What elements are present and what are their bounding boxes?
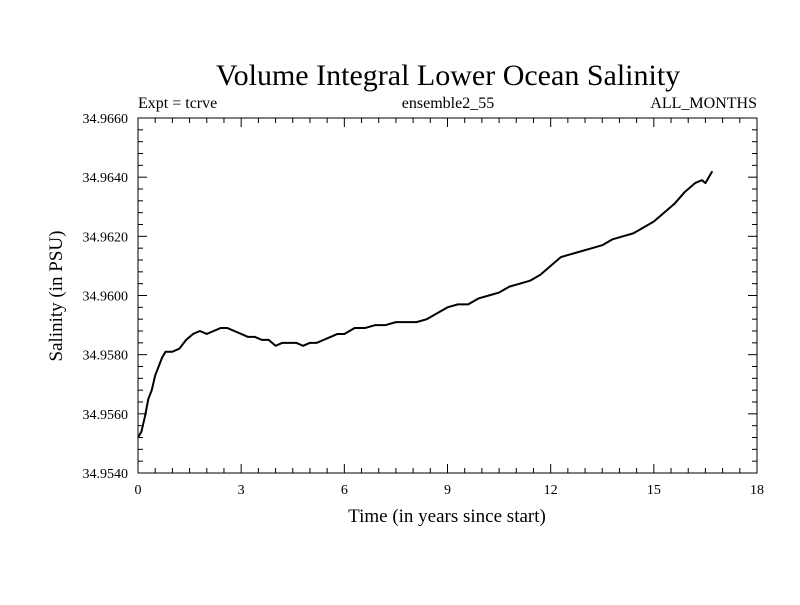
x-tick-label: 3 [238, 483, 245, 498]
y-axis-label: Salinity (in PSU) [46, 231, 67, 362]
y-tick-label: 34.9540 [83, 467, 129, 482]
axis-ticks: 0 3 6 9 12 15 18 34.9540 34.9560 34.9580 34.9600 34… [83, 112, 765, 498]
x-tick-label: 9 [444, 483, 451, 498]
x-tick-label: 12 [544, 483, 558, 498]
y-tick-label: 34.9620 [83, 230, 129, 245]
y-tick-label: 34.9640 [83, 171, 129, 186]
plot-frame [137, 117, 758, 474]
x-axis-label: Time (in years since start) [348, 506, 546, 527]
x-tick-label: 0 [135, 483, 142, 498]
x-tick-label: 15 [647, 483, 661, 498]
y-tick-label: 34.9560 [83, 408, 129, 423]
y-tick-label: 34.9580 [83, 349, 129, 364]
y-tick-label: 34.9660 [83, 112, 129, 127]
x-tick-label: 6 [341, 483, 348, 498]
chart-title: Volume Integral Lower Ocean Salinity [216, 59, 680, 92]
subtitle-months: ALL_MONTHS [650, 95, 757, 112]
subtitle-experiment: Expt = tcrve [138, 95, 217, 112]
x-tick-label: 18 [750, 483, 764, 498]
salinity-line [137, 170, 714, 439]
y-tick-label: 34.9600 [83, 290, 129, 305]
subtitle-ensemble: ensemble2_55 [402, 95, 494, 112]
series-group [137, 170, 714, 439]
